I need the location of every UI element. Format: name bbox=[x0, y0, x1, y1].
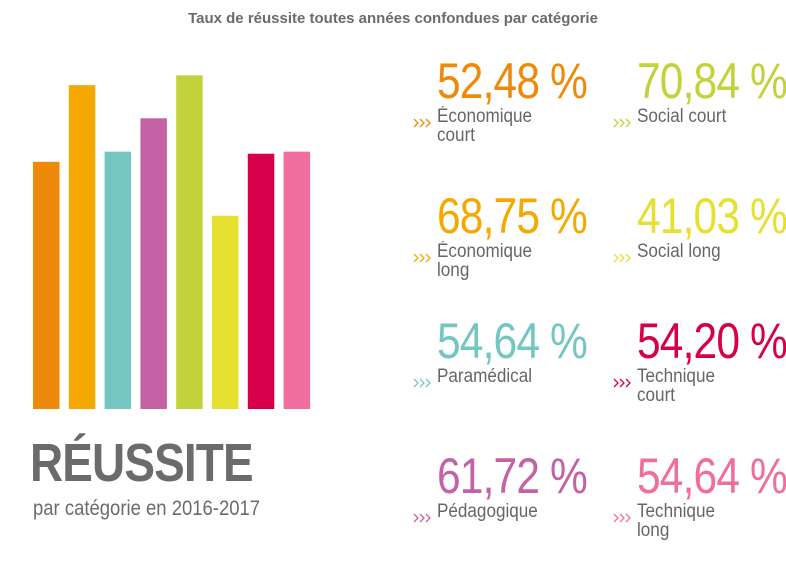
chevron-icon bbox=[613, 378, 631, 388]
chart-title: Taux de réussite toutes années confondue… bbox=[188, 10, 598, 27]
stat-label: Paramédical bbox=[437, 366, 533, 387]
stat-value: 70,84 % bbox=[637, 53, 786, 109]
stat-value: 52,48 % bbox=[437, 53, 588, 109]
stat-value: 61,72 % bbox=[437, 448, 588, 504]
bar bbox=[247, 153, 275, 409]
chevron bbox=[413, 118, 419, 128]
stat-label: Technique long bbox=[637, 501, 715, 541]
chevron-icon bbox=[413, 118, 431, 128]
stat-block: 52,48 % Économique court bbox=[412, 55, 602, 145]
stat-value: 68,75 % bbox=[437, 188, 588, 244]
stat-block: 54,64 % Paramédical bbox=[412, 313, 602, 388]
bar bbox=[140, 118, 167, 409]
stat-block: 61,72 % Pédagogique bbox=[412, 448, 602, 523]
subtitle: par catégorie en 2016-2017 bbox=[33, 497, 261, 520]
chevron bbox=[413, 378, 419, 388]
chevron-icon bbox=[613, 253, 631, 263]
chevron bbox=[625, 378, 631, 388]
chevron-icon bbox=[413, 378, 431, 388]
chevron bbox=[413, 253, 419, 263]
chevron bbox=[619, 118, 625, 128]
chevron bbox=[425, 118, 431, 128]
chevron bbox=[419, 118, 425, 128]
chevron bbox=[613, 513, 619, 523]
chevron bbox=[613, 118, 619, 128]
chevron bbox=[619, 513, 625, 523]
bar bbox=[212, 215, 239, 409]
chevron bbox=[419, 513, 425, 523]
chevron bbox=[619, 253, 625, 263]
stat-label: Économique court bbox=[437, 106, 533, 146]
chevron bbox=[425, 378, 431, 388]
chevron-icon bbox=[613, 513, 631, 523]
chevron bbox=[419, 378, 425, 388]
stat-block: 54,20 % Technique court bbox=[612, 315, 786, 405]
chevron bbox=[625, 513, 631, 523]
stat-block: 54,64 % Technique long bbox=[612, 450, 786, 540]
chevron bbox=[619, 378, 625, 388]
stat-block: 68,75 % Économique long bbox=[412, 190, 602, 280]
chevron bbox=[413, 513, 419, 523]
bar bbox=[33, 161, 60, 409]
stat-block: 70,84 % Social court bbox=[612, 53, 786, 128]
chevron bbox=[625, 253, 631, 263]
chevron bbox=[419, 253, 425, 263]
stat-label: Économique long bbox=[437, 241, 533, 281]
stat-value: 41,03 % bbox=[637, 188, 786, 244]
stat-label: Social long bbox=[637, 241, 721, 262]
stat-value: 54,20 % bbox=[637, 313, 786, 369]
chevron bbox=[625, 118, 631, 128]
chevron-icon bbox=[413, 513, 431, 523]
bar bbox=[176, 75, 203, 409]
chevron bbox=[425, 253, 431, 263]
stat-value: 54,64 % bbox=[437, 313, 588, 369]
bar bbox=[68, 85, 96, 409]
chevron-icon bbox=[613, 118, 631, 128]
stat-label: Technique court bbox=[637, 366, 715, 406]
bar-chart bbox=[33, 75, 311, 409]
chevron bbox=[425, 513, 431, 523]
stat-label: Pédagogique bbox=[437, 501, 538, 522]
heading: RÉUSSITE bbox=[30, 433, 254, 493]
stat-value: 54,64 % bbox=[637, 448, 786, 504]
bar bbox=[283, 151, 311, 409]
chevron-icon bbox=[413, 253, 431, 263]
stat-label: Social court bbox=[637, 106, 727, 127]
bar bbox=[104, 151, 132, 409]
stat-block: 41,03 % Social long bbox=[612, 188, 786, 263]
chevron bbox=[613, 378, 619, 388]
chevron bbox=[613, 253, 619, 263]
